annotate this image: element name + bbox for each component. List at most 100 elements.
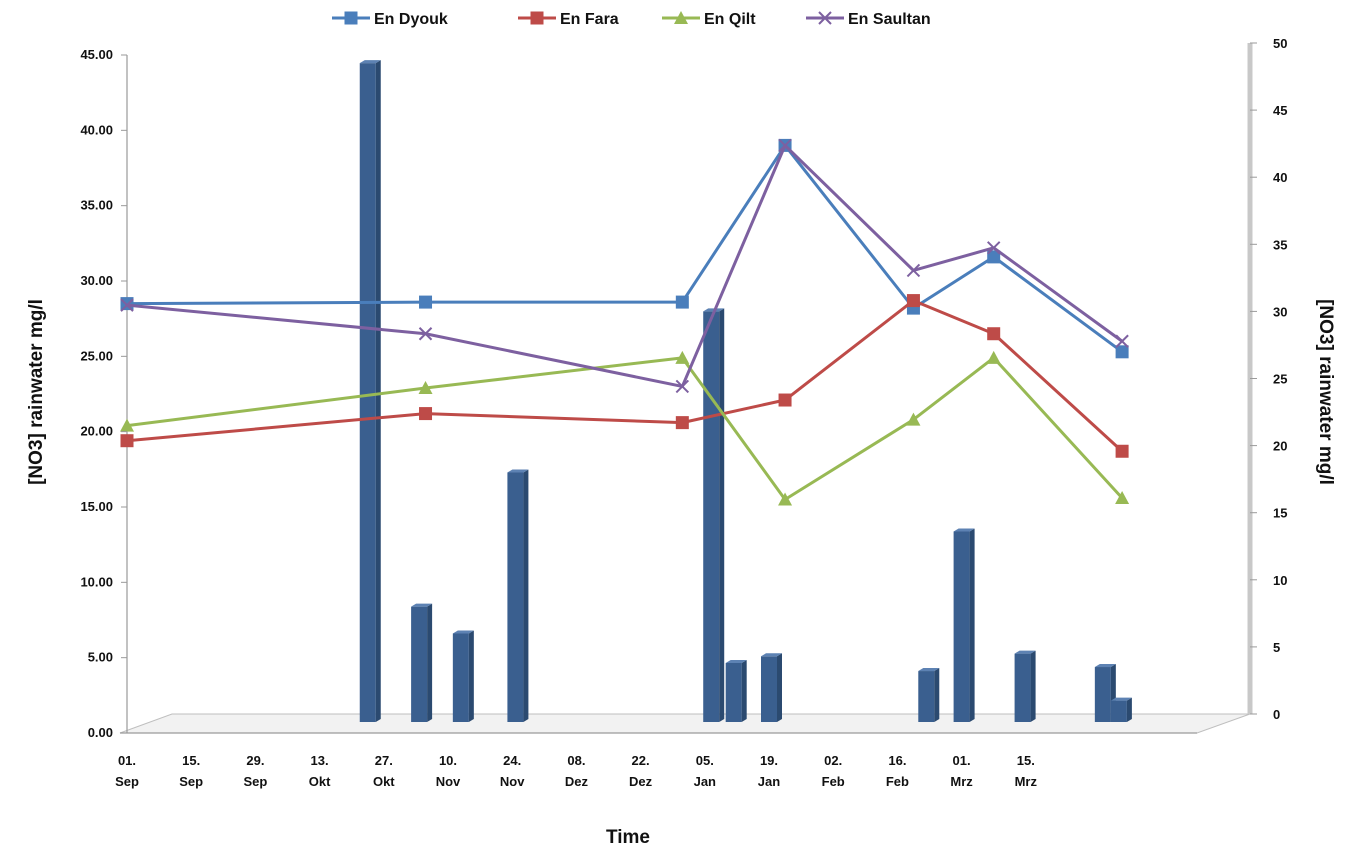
- y-right-tick-label: 35: [1273, 237, 1287, 252]
- x-tick-label: 01. Sep: [115, 753, 139, 789]
- legend-item: En Saultan: [806, 11, 931, 28]
- y-right-tick-label: 50: [1273, 36, 1287, 51]
- rainfall-bar: [725, 660, 747, 722]
- data-point: [818, 11, 832, 25]
- data-point: [120, 418, 134, 432]
- data-point: [1115, 334, 1129, 348]
- data-point: [419, 407, 433, 421]
- legend-item: En Dyouk: [332, 11, 448, 28]
- data-point: [120, 298, 134, 312]
- x-tick-label: 13. Okt: [309, 753, 331, 789]
- series-en-fara: [120, 294, 1129, 458]
- y-right-tick-label: 20: [1273, 439, 1287, 454]
- y-right-tick-label: 25: [1273, 372, 1287, 387]
- data-point: [1115, 444, 1129, 458]
- y-right-tick-label: 5: [1273, 640, 1280, 655]
- x-tick-label: 08. Dez: [565, 753, 589, 789]
- rainfall-bar: [953, 528, 975, 722]
- x-tick-label: 27. Okt: [373, 753, 395, 789]
- data-point: [906, 294, 920, 308]
- series-en-qilt: [120, 350, 1130, 506]
- x-tick-label: 10. Nov: [436, 753, 461, 789]
- y-axis-right-title: [NO3] rainwater mg/l: [1315, 299, 1336, 485]
- y-left-tick-label: 40.00: [80, 122, 113, 137]
- data-point: [344, 11, 358, 25]
- y-axis-left-title: [NO3] rainwater mg/l: [26, 299, 47, 485]
- rainfall-bar: [411, 603, 433, 722]
- legend-label: En Fara: [560, 11, 619, 28]
- data-point: [906, 412, 921, 426]
- y-right-tick-label: 0: [1273, 707, 1280, 722]
- data-point: [778, 393, 792, 407]
- data-point: [120, 297, 134, 311]
- data-point: [530, 11, 544, 25]
- rainfall-bar: [507, 469, 529, 722]
- legend-label: En Dyouk: [374, 11, 448, 28]
- rainfall-bar: [452, 630, 474, 722]
- data-point: [1115, 345, 1129, 359]
- data-point: [778, 492, 793, 506]
- data-point: [1115, 490, 1130, 504]
- series-en-saultan: [120, 138, 1129, 394]
- x-tick-label: 19. Jan: [758, 753, 780, 789]
- data-point: [986, 350, 1001, 364]
- y-left-tick-label: 5.00: [88, 650, 113, 665]
- y-right-tick-label: 40: [1273, 170, 1287, 185]
- data-point: [419, 295, 433, 309]
- rainfall-bar: [359, 60, 381, 722]
- rainfall-bar: [1014, 650, 1036, 722]
- x-tick-label: 15. Mrz: [1015, 753, 1038, 789]
- y-left-tick-label: 0.00: [88, 725, 113, 740]
- x-tick-label: 16. Feb: [886, 753, 909, 789]
- legend-item: En Fara: [518, 11, 619, 28]
- x-tick-label: 29. Sep: [243, 753, 267, 789]
- data-point: [778, 138, 792, 153]
- x-tick-label: 15. Sep: [179, 753, 203, 789]
- x-axis-title: Time: [606, 827, 650, 848]
- y-right-tick-label: 15: [1273, 506, 1287, 521]
- y-left-tick-label: 45.00: [80, 47, 113, 62]
- x-tick-label: 22. Dez: [629, 753, 653, 789]
- rainfall-bar: [1110, 697, 1132, 722]
- x-tick-label: 02. Feb: [822, 753, 845, 789]
- y-right-tick-label: 30: [1273, 304, 1287, 319]
- y-left-tick-label: 25.00: [80, 348, 113, 363]
- y-left-tick-label: 20.00: [80, 424, 113, 439]
- data-point: [675, 295, 689, 309]
- data-point: [418, 380, 433, 394]
- legend-label: En Saultan: [848, 11, 931, 28]
- data-point: [120, 434, 134, 448]
- chart-floor: [119, 713, 1251, 734]
- y-right-tick-label: 45: [1273, 103, 1287, 118]
- rainfall-bar: [918, 668, 940, 722]
- y-left-tick-label: 15.00: [80, 499, 113, 514]
- data-point: [675, 379, 690, 394]
- rainfall-bar: [761, 653, 782, 722]
- data-point: [418, 327, 433, 341]
- legend-item: En Qilt: [662, 11, 756, 28]
- series-en-dyouk: [120, 138, 1129, 359]
- data-point: [987, 327, 1001, 341]
- data-point: [675, 350, 690, 364]
- x-tick-label: 24. Nov: [500, 753, 525, 789]
- tick-labels: 0.00 5.00 10.00 15.00 20.00 25.00 30.00 35.00 40…: [80, 36, 1287, 789]
- y-left-tick-label: 10.00: [80, 574, 113, 589]
- y-left-tick-label: 30.00: [80, 273, 113, 288]
- x-tick-label: 01. Mrz: [950, 753, 973, 789]
- y-left-tick-label: 35.00: [80, 198, 113, 213]
- y-right-tick-label: 10: [1273, 573, 1287, 588]
- data-point: [986, 241, 1001, 255]
- rainfall-bar: [703, 308, 725, 722]
- rainfall-bars: [359, 60, 1132, 722]
- data-point: [674, 11, 688, 24]
- series-lines: [120, 138, 1130, 506]
- series-line: [126, 143, 1123, 388]
- legend: En Dyouk En Fara En Qilt En Saultan: [332, 11, 931, 28]
- legend-label: En Qilt: [704, 11, 756, 28]
- data-point: [987, 250, 1001, 264]
- x-tick-label: 05. Jan: [694, 753, 716, 789]
- floor-plane: [119, 713, 1251, 734]
- data-point: [675, 416, 689, 430]
- series-line: [126, 356, 1124, 501]
